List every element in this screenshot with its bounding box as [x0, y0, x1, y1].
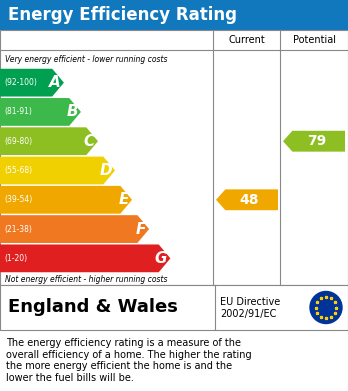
Text: F: F	[136, 222, 146, 237]
Text: B: B	[66, 104, 78, 119]
Polygon shape	[0, 127, 98, 155]
Text: (55-68): (55-68)	[4, 166, 32, 175]
Bar	[0, 285, 348, 330]
Text: EU Directive: EU Directive	[220, 297, 280, 307]
Text: (92-100): (92-100)	[4, 78, 37, 87]
Polygon shape	[0, 244, 171, 272]
Polygon shape	[0, 69, 64, 97]
Text: Potential: Potential	[293, 35, 335, 45]
Polygon shape	[0, 98, 81, 126]
Bar	[0, 0, 348, 30]
Text: C: C	[84, 134, 95, 149]
Text: G: G	[155, 251, 167, 266]
Polygon shape	[0, 215, 149, 243]
Text: Current: Current	[228, 35, 265, 45]
Text: (69-80): (69-80)	[4, 137, 32, 146]
Polygon shape	[283, 131, 345, 152]
Polygon shape	[216, 189, 278, 210]
Text: Not energy efficient - higher running costs: Not energy efficient - higher running co…	[5, 274, 167, 283]
Text: (39-54): (39-54)	[4, 195, 32, 204]
Text: A: A	[49, 75, 61, 90]
Text: England & Wales: England & Wales	[8, 298, 178, 316]
Text: E: E	[119, 192, 129, 207]
Text: 79: 79	[307, 134, 326, 148]
Text: Very energy efficient - lower running costs: Very energy efficient - lower running co…	[5, 54, 167, 63]
Text: (21-38): (21-38)	[4, 224, 32, 233]
Text: 48: 48	[239, 193, 259, 207]
Text: Energy Efficiency Rating: Energy Efficiency Rating	[8, 6, 237, 24]
Circle shape	[310, 292, 342, 323]
Text: 2002/91/EC: 2002/91/EC	[220, 309, 276, 319]
Polygon shape	[0, 186, 132, 213]
Text: (1-20): (1-20)	[4, 254, 27, 263]
Text: D: D	[100, 163, 112, 178]
Polygon shape	[0, 157, 115, 185]
Bar	[0, 30, 348, 285]
Text: The energy efficiency rating is a measure of the
overall efficiency of a home. T: The energy efficiency rating is a measur…	[6, 338, 252, 383]
Text: (81-91): (81-91)	[4, 108, 32, 117]
